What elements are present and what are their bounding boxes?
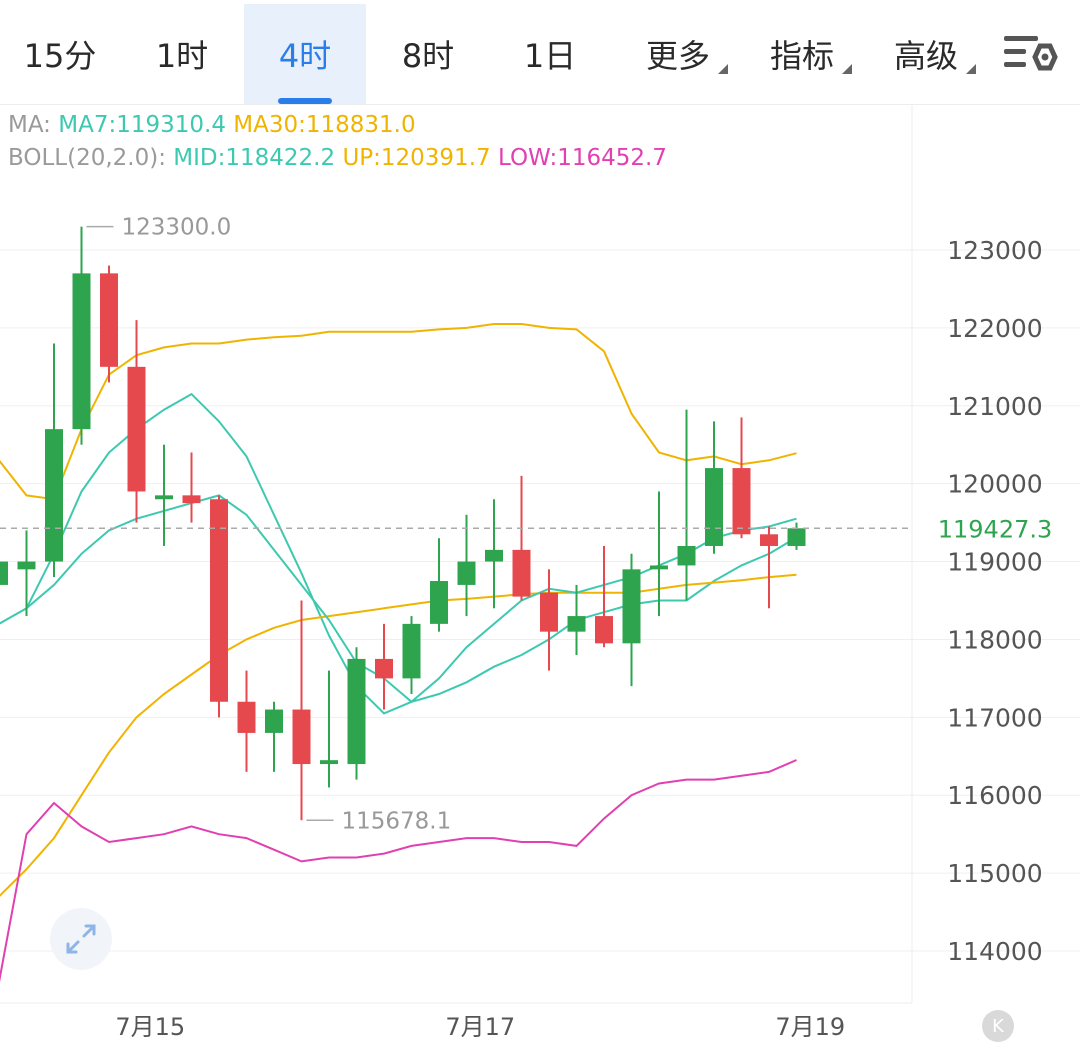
scroll-to-latest-icon[interactable]: K bbox=[982, 1010, 1014, 1042]
candle-body bbox=[705, 468, 723, 546]
candle-body bbox=[155, 495, 173, 500]
last-price-label: 119427.3 bbox=[938, 515, 1053, 543]
series-mid-line bbox=[0, 494, 797, 704]
tab-indicators[interactable]: 指标 bbox=[750, 4, 854, 104]
candle-body bbox=[320, 760, 338, 765]
candle-body bbox=[512, 549, 531, 597]
chart-settings-icon[interactable] bbox=[1000, 28, 1060, 80]
boll-low-value: LOW:116452.7 bbox=[497, 145, 667, 171]
candle-body bbox=[0, 561, 8, 585]
candle-body bbox=[622, 569, 641, 644]
dropdown-corner-icon bbox=[718, 64, 728, 74]
ma-legend: MA: MA7:119310.4 MA30:118831.0 bbox=[8, 112, 416, 138]
y-tick-label: 119000 bbox=[947, 548, 1042, 577]
y-tick-label: 116000 bbox=[947, 781, 1042, 810]
candle-body bbox=[567, 616, 586, 632]
boll-legend-prefix: BOLL(20,2.0): bbox=[8, 145, 166, 171]
ma7-value: MA7:119310.4 bbox=[58, 112, 226, 138]
candle-body bbox=[210, 499, 228, 702]
x-tick-label: 7月19 bbox=[775, 1013, 845, 1041]
candlestick-chart[interactable]: 123000 122000 121000 120000 119000 118000 1170… bbox=[0, 105, 1080, 1048]
series-low-line bbox=[0, 759, 797, 983]
candle-body bbox=[732, 468, 751, 535]
candle-body bbox=[540, 592, 558, 632]
x-tick-label: 7月17 bbox=[445, 1013, 515, 1041]
boll-mid-value: MID:118422.2 bbox=[173, 145, 336, 171]
tab-15min[interactable]: 15分 bbox=[23, 37, 97, 75]
low-marker-label: 115678.1 bbox=[342, 808, 452, 834]
timeframe-tab-bar: 15分 1时 4时 8时 1日 更多 指标 高级 bbox=[0, 0, 1080, 105]
y-tick-label: 123000 bbox=[947, 236, 1042, 265]
y-tick-label: 122000 bbox=[947, 314, 1042, 343]
candle-body bbox=[100, 273, 118, 367]
candle-body bbox=[650, 565, 668, 570]
candle-body bbox=[402, 623, 421, 679]
candle-body bbox=[677, 545, 696, 566]
tab-more[interactable]: 更多 bbox=[626, 4, 730, 104]
candle-body bbox=[595, 616, 613, 644]
boll-up-value: UP:120391.7 bbox=[342, 145, 491, 171]
y-tick-label: 120000 bbox=[947, 470, 1042, 499]
candle-body bbox=[457, 561, 476, 585]
y-tick-label: 114000 bbox=[947, 937, 1042, 966]
x-tick-label: 7月15 bbox=[115, 1013, 185, 1041]
candle-body bbox=[375, 658, 393, 679]
y-tick-label: 118000 bbox=[947, 625, 1042, 654]
tab-1d[interactable]: 1日 bbox=[523, 37, 577, 75]
candle-body bbox=[72, 273, 91, 430]
series-ma30-line bbox=[0, 573, 797, 897]
tab-advanced[interactable]: 高级 bbox=[874, 4, 978, 104]
boll-legend: BOLL(20,2.0): MID:118422.2 UP:120391.7 L… bbox=[8, 145, 667, 171]
candle-body bbox=[485, 549, 503, 562]
tab-1h[interactable]: 1时 bbox=[155, 37, 209, 75]
series-up-line bbox=[0, 323, 797, 501]
high-marker-label: 123300.0 bbox=[122, 215, 232, 241]
candle-body bbox=[430, 581, 448, 624]
y-tick-label: 117000 bbox=[947, 703, 1042, 732]
candle-body bbox=[265, 709, 283, 733]
candle-body bbox=[127, 366, 146, 492]
candle-body bbox=[787, 528, 806, 546]
candle-body bbox=[347, 658, 366, 765]
dropdown-corner-icon bbox=[966, 64, 976, 74]
tab-4h[interactable]: 4时 bbox=[244, 4, 366, 104]
ma-legend-prefix: MA: bbox=[8, 112, 51, 138]
candle-body bbox=[760, 534, 778, 546]
candle-body bbox=[17, 561, 36, 570]
candle-body bbox=[45, 429, 63, 562]
y-tick-label: 121000 bbox=[947, 392, 1042, 421]
expand-icon[interactable] bbox=[50, 908, 112, 970]
tab-8h[interactable]: 8时 bbox=[401, 37, 455, 75]
candle-body bbox=[292, 709, 311, 765]
ma30-value: MA30:118831.0 bbox=[233, 112, 416, 138]
candle-body bbox=[182, 495, 201, 504]
y-tick-label: 115000 bbox=[947, 859, 1042, 888]
candle-body bbox=[237, 701, 256, 733]
dropdown-corner-icon bbox=[842, 64, 852, 74]
